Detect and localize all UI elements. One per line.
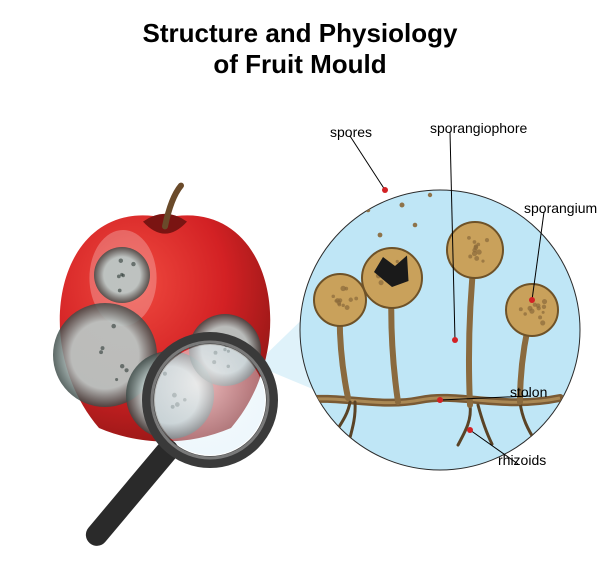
spore xyxy=(373,163,377,167)
spore xyxy=(387,172,393,178)
spore xyxy=(378,233,383,238)
label-spores: spores xyxy=(330,124,372,140)
spore xyxy=(400,203,405,208)
sporangium xyxy=(314,274,366,326)
label-sporangiophore: sporangiophore xyxy=(430,120,527,136)
sporangium xyxy=(362,248,422,308)
spore xyxy=(348,193,352,197)
spore xyxy=(413,223,418,228)
sporangium xyxy=(506,284,558,336)
spore xyxy=(366,208,371,213)
label-rhizoids: rhizoids xyxy=(498,452,546,468)
spore xyxy=(403,158,407,162)
spore xyxy=(417,175,422,180)
label-stolon: stolon xyxy=(510,384,547,400)
sporangium xyxy=(447,222,503,278)
diagram-canvas xyxy=(0,0,600,563)
label-sporangium: sporangium xyxy=(524,200,597,216)
spore xyxy=(358,178,363,183)
spore xyxy=(428,193,432,197)
